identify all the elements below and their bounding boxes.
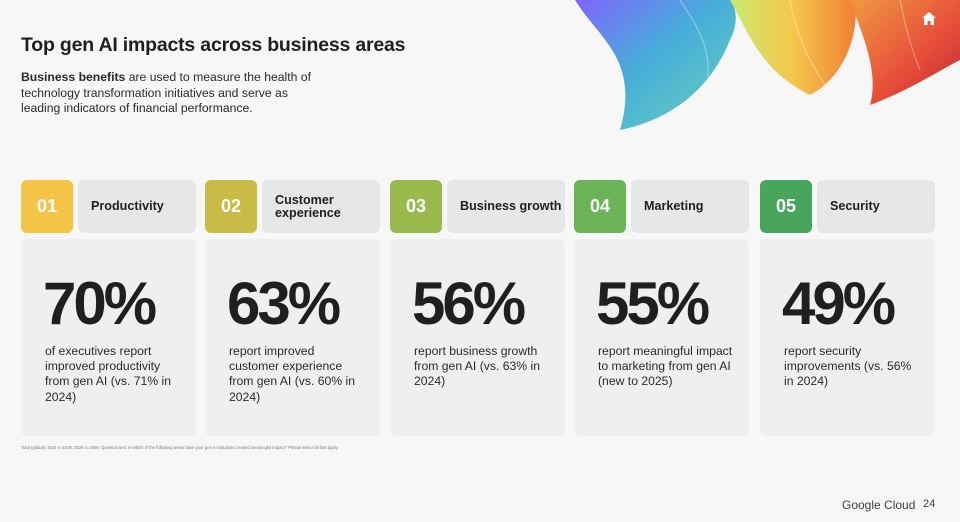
intro-bold: Business benefits xyxy=(21,70,126,84)
decorative-abstract-art xyxy=(575,0,960,130)
home-icon[interactable] xyxy=(920,10,938,28)
stat-card: 55% report meaningful impact to marketin… xyxy=(574,239,749,436)
area-label: Productivity xyxy=(78,180,196,233)
area-label: Business growth xyxy=(447,180,565,233)
area-security: 05 Security 49% report security improvem… xyxy=(760,180,935,436)
area-number: 02 xyxy=(205,180,257,233)
area-number: 05 xyxy=(760,180,812,233)
footnote: Total (global): 2024 n=1539, 2025 n=3466… xyxy=(21,445,339,450)
stat-card: 63% report improved customer experience … xyxy=(205,239,380,436)
stat-percent: 49% xyxy=(782,270,896,337)
area-productivity: 01 Productivity 70% of executives report… xyxy=(21,180,196,436)
area-number: 03 xyxy=(390,180,442,233)
stat-percent: 56% xyxy=(412,270,526,337)
area-marketing: 04 Marketing 55% report meaningful impac… xyxy=(574,180,749,436)
area-number: 04 xyxy=(574,180,626,233)
brand-logo: Google Cloud xyxy=(842,498,916,512)
page-title: Top gen AI impacts across business areas xyxy=(21,34,406,56)
intro-text: are used to measure the health of techno… xyxy=(21,70,311,115)
stat-description: report business growth from gen AI (vs. … xyxy=(414,344,540,389)
stat-percent: 55% xyxy=(596,270,710,337)
stat-percent: 63% xyxy=(227,270,341,337)
area-label: Security xyxy=(817,180,935,233)
stat-card: 70% of executives report improved produc… xyxy=(21,239,196,436)
stat-percent: 70% xyxy=(43,270,157,337)
area-label: Customer experience xyxy=(262,180,380,233)
area-business-growth: 03 Business growth 56% report business g… xyxy=(390,180,565,436)
area-number: 01 xyxy=(21,180,73,233)
stat-description: report security improvements (vs. 56% in… xyxy=(784,344,912,389)
stat-description: of executives report improved productivi… xyxy=(45,344,171,404)
page-number: 24 xyxy=(923,498,936,510)
area-customer-experience: 02 Customer experience 63% report improv… xyxy=(205,180,380,436)
area-label: Marketing xyxy=(631,180,749,233)
intro-paragraph: Business benefits are used to measure th… xyxy=(21,70,321,117)
stat-card: 49% report security improvements (vs. 56… xyxy=(760,239,935,436)
stat-card: 56% report business growth from gen AI (… xyxy=(390,239,565,436)
stat-description: report improved customer experience from… xyxy=(229,344,355,404)
stat-description: report meaningful impact to marketing fr… xyxy=(598,344,733,389)
